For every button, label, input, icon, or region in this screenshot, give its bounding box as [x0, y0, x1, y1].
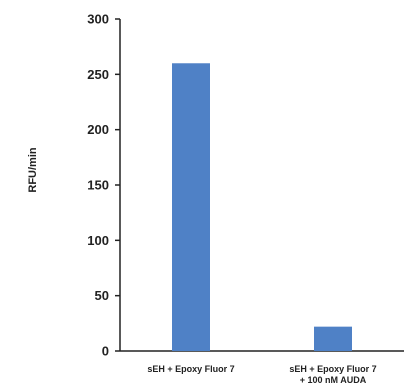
x-tick-labels: sEH + Epoxy Fluor 7 sEH + Epoxy Fluor 7 + …: [147, 364, 376, 385]
y-tick-label: 300: [87, 12, 109, 27]
bar: [172, 63, 210, 352]
bar: [314, 326, 352, 351]
y-axis-title: RFU/min: [27, 147, 39, 193]
y-tick-label: 150: [87, 178, 109, 193]
x-tick-label: sEH + Epoxy Fluor 7: [147, 364, 234, 374]
y-tick-label: 250: [87, 67, 109, 82]
y-tick-label: 0: [102, 344, 109, 359]
y-tick-label: 50: [95, 288, 109, 303]
y-axis: 0 50 100 150 200 250 300: [87, 12, 121, 359]
y-tick-label: 200: [87, 122, 109, 137]
y-tick-label: 100: [87, 233, 109, 248]
x-tick-label: sEH + Epoxy Fluor 7 + 100 nM AUDA: [289, 364, 376, 385]
bar-series: [172, 63, 352, 352]
